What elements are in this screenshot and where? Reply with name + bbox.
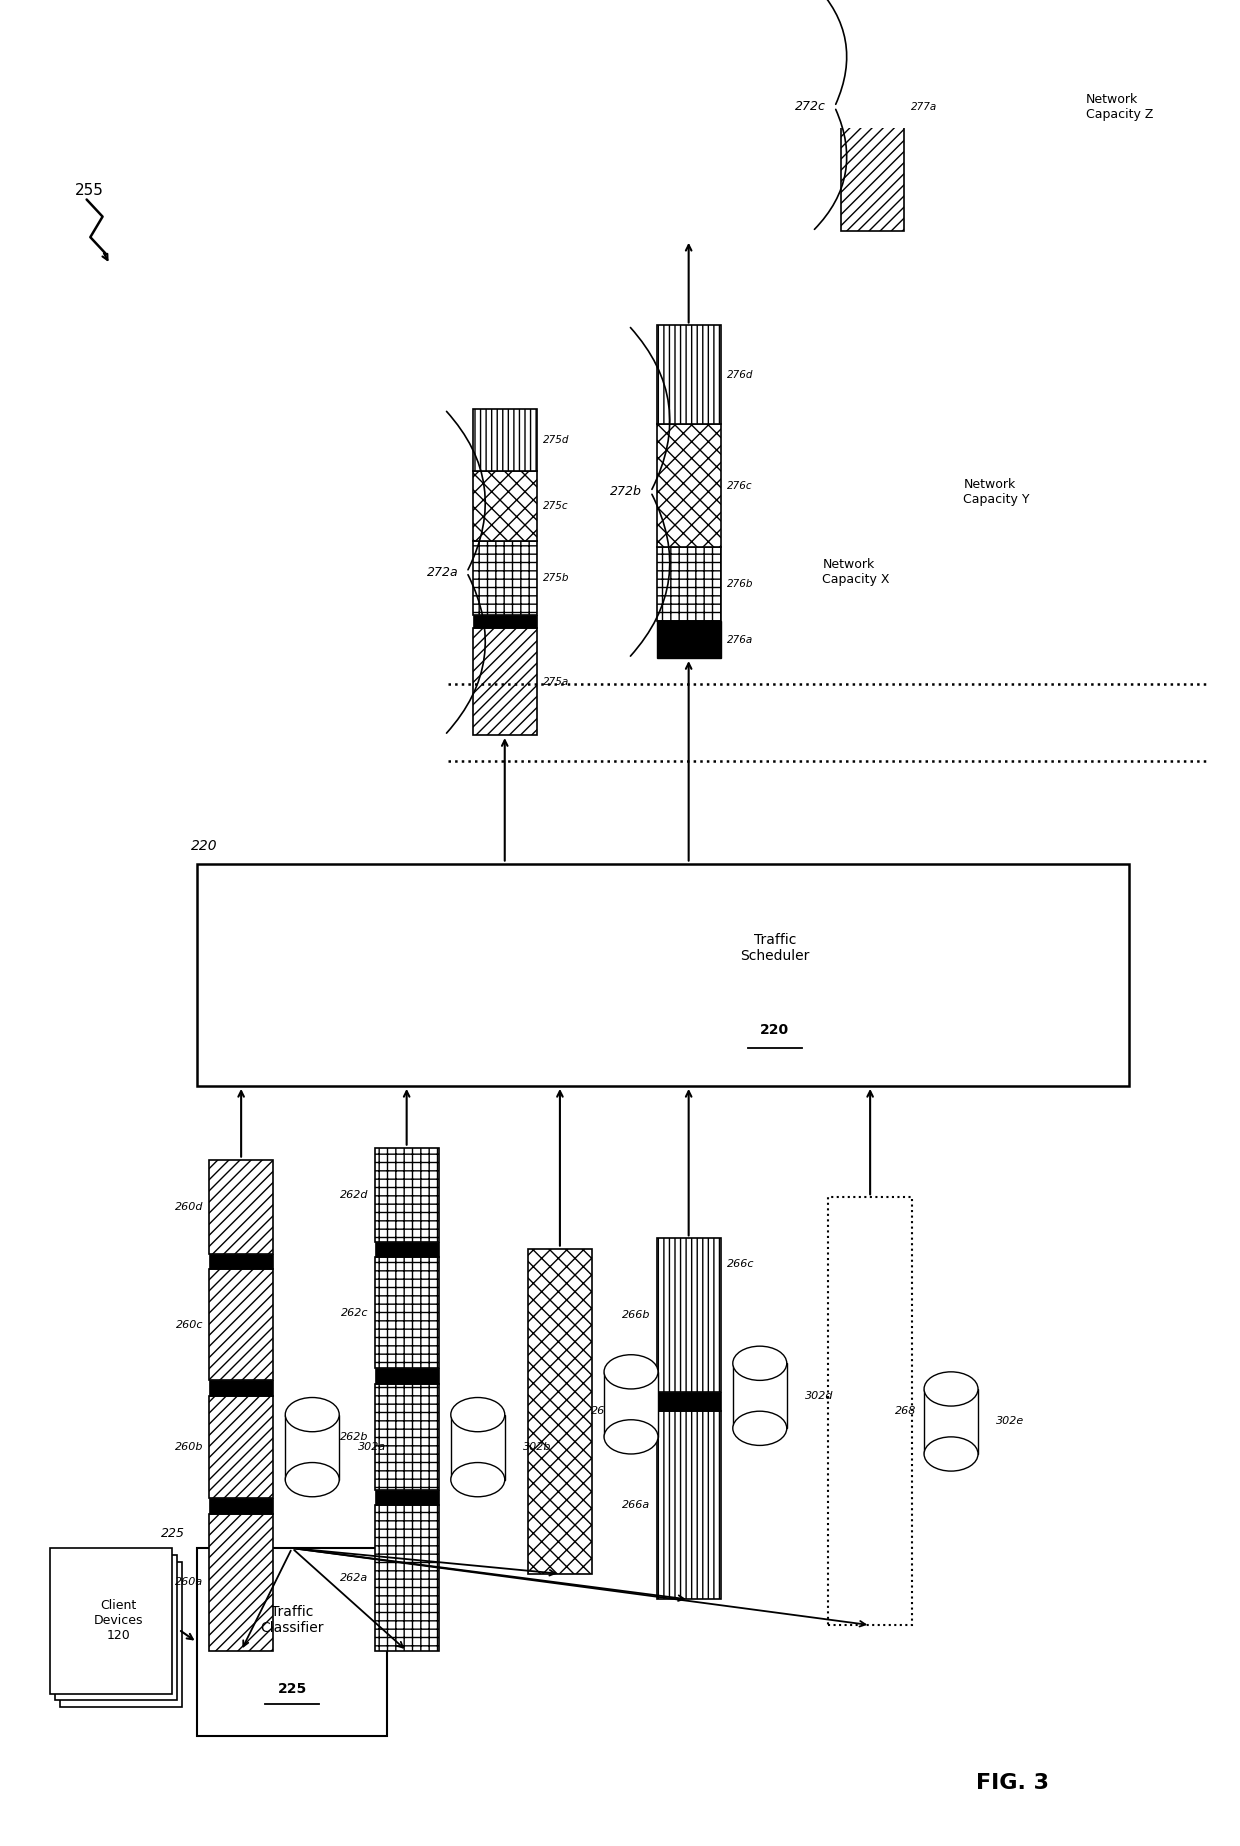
Ellipse shape [733, 1346, 786, 1381]
Bar [472, 615, 537, 628]
Ellipse shape [451, 1462, 505, 1497]
Text: 276a: 276a [727, 635, 753, 644]
Bar [451, 1414, 505, 1480]
Text: 272a: 272a [427, 565, 458, 580]
Text: 275b: 275b [543, 572, 569, 583]
Text: 255: 255 [74, 183, 103, 199]
Bar [472, 471, 537, 541]
Bar [657, 1392, 720, 1410]
Text: 302a: 302a [357, 1442, 386, 1453]
Bar [472, 410, 537, 471]
Bar [374, 1384, 439, 1490]
Text: 266b: 266b [622, 1311, 651, 1320]
Bar [528, 1248, 591, 1575]
Text: 266c: 266c [727, 1259, 754, 1268]
Bar [841, 100, 904, 231]
Text: 272b: 272b [610, 485, 642, 498]
Bar [841, 0, 904, 87]
Text: 220: 220 [191, 840, 217, 853]
Bar [374, 1490, 439, 1504]
Text: 272c: 272c [795, 100, 826, 113]
Text: 264a: 264a [590, 1407, 619, 1416]
Ellipse shape [285, 1397, 340, 1432]
Text: Network
Capacity Z: Network Capacity Z [1086, 92, 1153, 120]
Bar [210, 1514, 273, 1650]
Ellipse shape [924, 1436, 978, 1471]
Text: FIG. 3: FIG. 3 [976, 1772, 1049, 1792]
Bar [374, 1242, 439, 1257]
Text: 225: 225 [161, 1527, 185, 1540]
Text: 276b: 276b [727, 580, 753, 589]
Text: 220: 220 [760, 1023, 790, 1037]
Bar [657, 622, 720, 659]
Bar [374, 1257, 439, 1368]
Text: 302b: 302b [523, 1442, 552, 1453]
Bar [285, 1414, 340, 1480]
Bar [210, 1381, 273, 1396]
Text: 268: 268 [894, 1407, 916, 1416]
Text: 260b: 260b [175, 1442, 203, 1453]
Text: Network
Capacity X: Network Capacity X [822, 557, 890, 587]
Bar [374, 1504, 439, 1650]
Text: 262a: 262a [341, 1573, 368, 1584]
Bar [472, 628, 537, 735]
Bar [828, 1198, 911, 1624]
Ellipse shape [604, 1355, 658, 1388]
Text: Traffic
Classifier: Traffic Classifier [260, 1604, 324, 1636]
Text: 260d: 260d [175, 1202, 203, 1211]
Bar [657, 1239, 720, 1392]
Text: 275c: 275c [543, 502, 568, 511]
Text: Network
Capacity Y: Network Capacity Y [963, 478, 1029, 506]
Text: Client
Devices
120: Client Devices 120 [94, 1599, 144, 1643]
Bar [210, 1499, 273, 1514]
Ellipse shape [285, 1462, 340, 1497]
Bar [657, 1410, 720, 1599]
Text: 266a: 266a [622, 1501, 651, 1510]
Bar [657, 546, 720, 622]
Bar [210, 1396, 273, 1499]
Text: 302c: 302c [676, 1399, 704, 1408]
Text: 276d: 276d [727, 369, 753, 380]
Bar [841, 87, 904, 100]
Bar [50, 1549, 172, 1693]
Text: Traffic
Scheduler: Traffic Scheduler [740, 932, 810, 964]
Text: 262c: 262c [341, 1307, 368, 1318]
Text: 302d: 302d [805, 1390, 833, 1401]
Text: 275d: 275d [543, 434, 569, 445]
Bar [733, 1364, 786, 1429]
Bar [55, 1554, 177, 1700]
Ellipse shape [733, 1410, 786, 1445]
Bar [604, 1372, 658, 1436]
Text: 225: 225 [278, 1682, 306, 1696]
Text: 260c: 260c [176, 1320, 203, 1329]
Bar [60, 1562, 182, 1708]
Bar [374, 1148, 439, 1242]
Bar [210, 1253, 273, 1270]
Bar [197, 1549, 387, 1737]
Bar [197, 864, 1128, 1085]
Text: 302e: 302e [997, 1416, 1024, 1427]
Bar [374, 1368, 439, 1384]
Bar [210, 1159, 273, 1253]
Text: 277a: 277a [910, 102, 937, 113]
Text: 275a: 275a [543, 677, 569, 687]
Ellipse shape [604, 1420, 658, 1455]
Bar [210, 1270, 273, 1381]
Text: 276c: 276c [727, 480, 753, 491]
Text: 260a: 260a [175, 1576, 203, 1588]
Bar [657, 325, 720, 425]
Bar [657, 425, 720, 546]
Text: 262d: 262d [340, 1189, 368, 1200]
Bar [472, 541, 537, 615]
Ellipse shape [924, 1372, 978, 1407]
Bar [924, 1388, 978, 1455]
Ellipse shape [451, 1397, 505, 1432]
Text: 262b: 262b [340, 1432, 368, 1442]
